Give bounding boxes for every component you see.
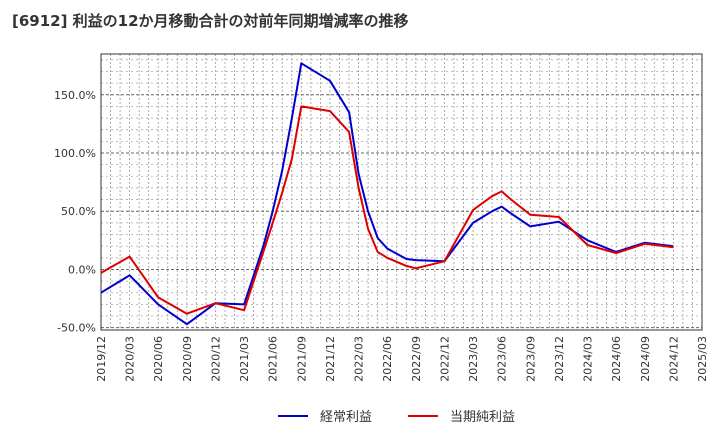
plot-frame <box>100 53 703 331</box>
legend-label-2: 当期純利益 <box>450 410 515 425</box>
y-tick-label: 100.0% <box>54 147 96 160</box>
x-tick-label: 2023/03 <box>467 336 480 382</box>
y-tick-label: -50.0% <box>57 322 96 335</box>
x-tick-label: 2021/12 <box>324 336 337 382</box>
series-line-1 <box>100 62 674 326</box>
y-tick-label: 0.0% <box>68 263 96 276</box>
x-tick-label: 2020/09 <box>181 336 194 382</box>
x-tick-label: 2024/09 <box>639 336 652 382</box>
series-line-2 <box>100 105 674 315</box>
y-tick-label: 50.0% <box>61 205 96 218</box>
plot-area <box>101 54 702 330</box>
x-tick-label: 2024/12 <box>667 336 680 382</box>
y-axis-ticks: -50.0% 0.0% 50.0% 100.0% 150.0% <box>54 89 96 335</box>
x-tick-label: 2019/12 <box>95 336 108 382</box>
legend-label-1: 経常利益 <box>320 410 372 425</box>
x-tick-label: 2021/09 <box>295 336 308 382</box>
x-tick-label: 2021/03 <box>238 336 251 382</box>
legend: 経常利益 当期純利益 <box>278 410 515 425</box>
x-tick-label: 2023/09 <box>524 336 537 382</box>
x-tick-label: 2022/09 <box>410 336 423 382</box>
x-tick-label: 2020/12 <box>209 336 222 382</box>
x-tick-label: 2025/03 <box>696 336 709 382</box>
series-layer <box>100 62 674 326</box>
x-tick-label: 2022/12 <box>438 336 451 382</box>
x-axis-ticks: 2019/12 2020/03 2020/06 2020/09 2020/12 2021/… <box>95 336 709 382</box>
x-tick-label: 2020/06 <box>152 336 165 382</box>
x-tick-label: 2024/06 <box>610 336 623 382</box>
x-tick-label: 2022/06 <box>381 336 394 382</box>
x-tick-label: 2021/06 <box>267 336 280 382</box>
y-tick-label: 150.0% <box>54 89 96 102</box>
x-tick-label: 2022/03 <box>353 336 366 382</box>
horizontal-gridlines <box>101 59 702 329</box>
x-tick-label: 2023/06 <box>496 336 509 382</box>
chart-title: [6912] 利益の12か月移動合計の対前年同期増減率の推移 <box>12 12 409 30</box>
x-tick-label: 2024/03 <box>582 336 595 382</box>
x-tick-label: 2023/12 <box>553 336 566 382</box>
vertical-gridlines <box>100 54 703 330</box>
x-tick-label: 2020/03 <box>124 336 137 382</box>
